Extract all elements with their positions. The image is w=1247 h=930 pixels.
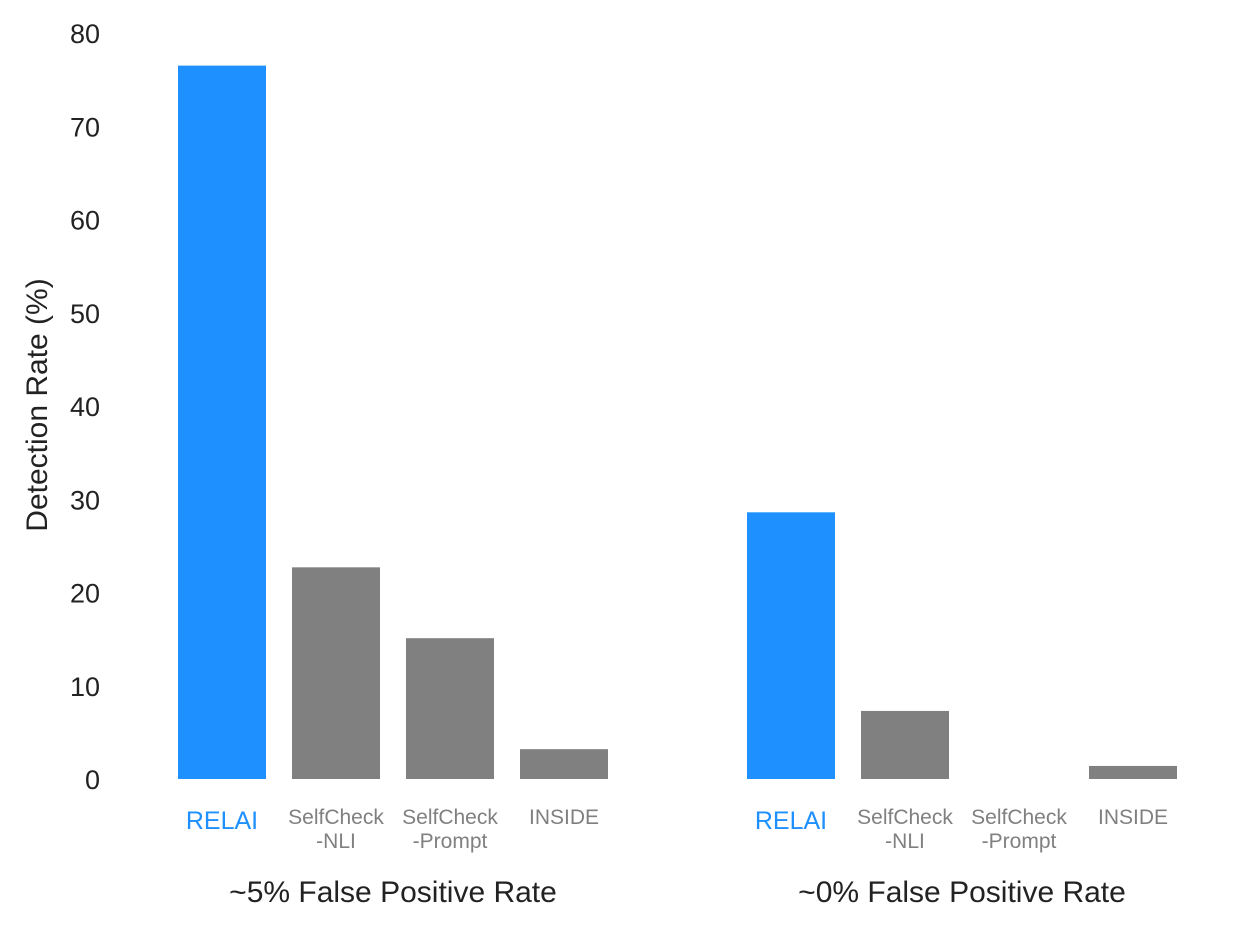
category-label: -Prompt — [413, 830, 488, 853]
y-tick-label: 80 — [70, 19, 100, 49]
category-label: -NLI — [316, 830, 356, 853]
category-label: INSIDE — [1098, 806, 1168, 829]
y-axis: 0 10 20 30 40 50 60 70 80 — [70, 19, 100, 795]
bar — [406, 638, 494, 779]
group-label: ~5% False Positive Rate — [229, 876, 557, 909]
bar — [520, 749, 608, 779]
bar — [178, 65, 266, 779]
category-label: RELAI — [755, 807, 827, 835]
category-label: -Prompt — [982, 830, 1057, 853]
group-label: ~0% False Positive Rate — [798, 876, 1126, 909]
category-label: -NLI — [885, 830, 925, 853]
category-label: INSIDE — [529, 806, 599, 829]
category-label: SelfCheck — [402, 806, 498, 829]
category-label: RELAI — [186, 807, 258, 835]
category-label: SelfCheck — [971, 806, 1067, 829]
y-tick-label: 10 — [70, 672, 100, 702]
y-tick-label: 60 — [70, 206, 100, 236]
bar — [747, 512, 835, 779]
y-tick-label: 70 — [70, 112, 100, 142]
bar — [861, 710, 949, 779]
y-tick-label: 40 — [70, 392, 100, 422]
category-label: SelfCheck — [288, 806, 384, 829]
bar — [1089, 765, 1177, 779]
y-tick-label: 50 — [70, 299, 100, 329]
y-tick-label: 0 — [85, 765, 100, 795]
y-axis-label: Detection Rate (%) — [21, 278, 54, 531]
bars — [178, 65, 1177, 779]
y-tick-label: 20 — [70, 579, 100, 609]
bar — [292, 567, 380, 779]
category-label: SelfCheck — [857, 806, 953, 829]
category-labels: RELAI SelfCheck-NLISelfCheck-PromptINSIDE… — [186, 806, 1168, 853]
y-tick-label: 30 — [70, 485, 100, 515]
group-labels: ~5% False Positive Rate ~0% False Positiv… — [229, 876, 1126, 909]
